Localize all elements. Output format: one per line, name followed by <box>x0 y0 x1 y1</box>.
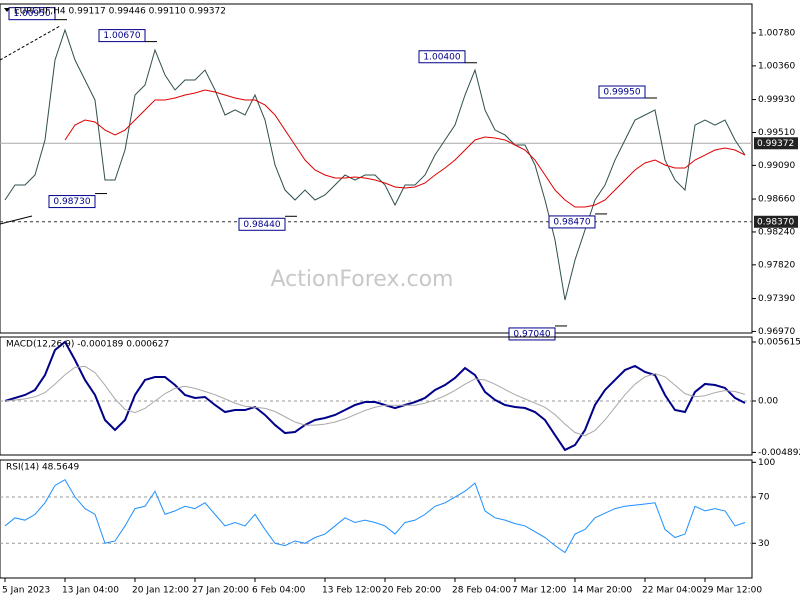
series-line <box>64 89 746 208</box>
panel-title: EURCHF,H4 0.99117 0.99446 0.99110 0.9937… <box>14 7 226 17</box>
x-tick-label: 7 Mar 12:00 <box>512 586 567 596</box>
y-tick-label: 0.98660 <box>758 195 795 205</box>
x-tick-label: 13 Jan 04:00 <box>62 586 119 596</box>
x-tick-label: 5 Jan 2023 <box>2 586 50 596</box>
y-tick-label: 0.99930 <box>758 95 795 105</box>
annotation-box <box>8 7 56 21</box>
y-tick-label: -0.004892 <box>758 448 800 458</box>
y-tick-label: 1.00780 <box>758 28 795 38</box>
price-tag <box>754 215 798 228</box>
price-tag <box>754 137 798 150</box>
y-tick-label: 0.97390 <box>758 294 795 304</box>
y-tick-label: 0.99090 <box>758 161 795 171</box>
annotation-box <box>98 29 146 43</box>
series-line <box>4 340 746 452</box>
panel-frame <box>0 336 753 456</box>
annotation-label: 1.00400 <box>423 52 460 62</box>
x-tick-label: 6 Feb 04:00 <box>252 586 306 596</box>
y-tick-label: 0.00 <box>758 396 778 406</box>
x-tick-label: 14 Mar 20:00 <box>572 586 632 596</box>
watermark: ActionForex.com <box>271 267 454 292</box>
y-tick-label: 0.99510 <box>758 128 795 138</box>
x-tick-label: 28 Feb 04:00 <box>452 586 511 596</box>
annotation-label: 0.99950 <box>603 88 640 98</box>
y-tick-label: 0.97820 <box>758 260 795 270</box>
price-tag-label: 0.98370 <box>757 217 794 227</box>
annotation-label: 0.98730 <box>53 197 90 207</box>
series-line <box>4 365 746 437</box>
annotation-box <box>238 217 286 231</box>
trend-line <box>0 25 61 61</box>
series-line <box>4 478 746 554</box>
annotation-label: 0.97040 <box>513 329 550 339</box>
trend-line <box>0 215 33 225</box>
annotation-label: 1.00950 <box>13 9 50 19</box>
annotation-box <box>598 85 646 99</box>
panel-title: RSI(14) 48.5649 <box>6 463 79 473</box>
y-tick-label: 70 <box>758 493 770 503</box>
annotation-box <box>48 195 96 209</box>
menu-arrow <box>4 8 10 12</box>
panel-frame <box>0 3 753 334</box>
y-tick-label: 100 <box>758 458 775 468</box>
x-tick-label: 29 Mar 12:00 <box>702 586 762 596</box>
x-tick-label: 20 Feb 20:00 <box>382 586 441 596</box>
annotation-label: 0.98470 <box>553 217 590 227</box>
annotation-label: 1.00670 <box>103 31 140 41</box>
price-tag-label: 0.99372 <box>757 139 794 149</box>
x-tick-label: 20 Jan 12:00 <box>132 586 189 596</box>
y-tick-label: 30 <box>758 539 770 549</box>
y-tick-label: 1.00360 <box>758 61 795 71</box>
y-tick-label: 0.96970 <box>758 327 795 337</box>
series-line <box>4 28 746 301</box>
x-tick-label: 13 Feb 12:00 <box>322 586 381 596</box>
annotation-box <box>418 50 466 64</box>
annotation-label: 0.98440 <box>243 220 280 230</box>
annotation-box <box>548 215 596 229</box>
x-tick-label: 27 Jan 20:00 <box>192 586 249 596</box>
y-tick-label: 0.98240 <box>758 227 795 237</box>
y-tick-label: 0.005615 <box>758 337 800 347</box>
panel-frame <box>0 459 753 579</box>
panel-title: MACD(12,26,9) -0.000189 0.000627 <box>6 340 169 350</box>
x-tick-label: 22 Mar 04:00 <box>642 586 702 596</box>
